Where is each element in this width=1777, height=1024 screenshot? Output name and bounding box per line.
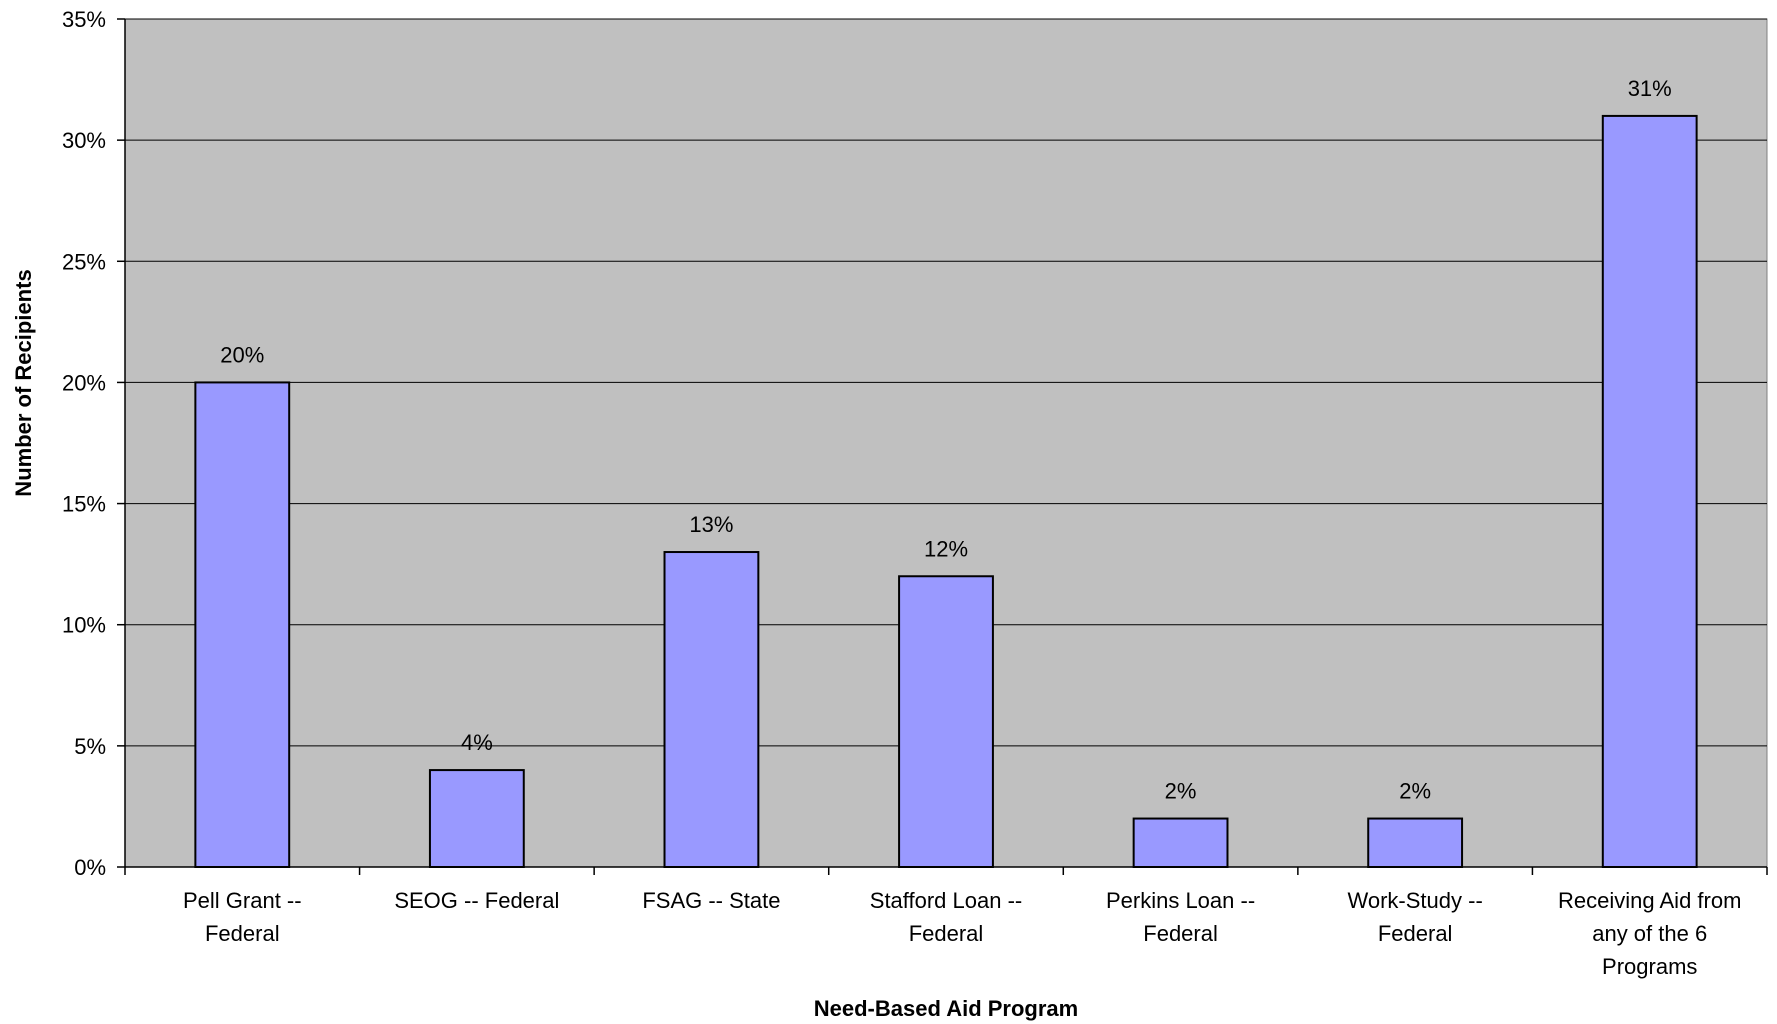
- y-tick-label: 30%: [62, 128, 106, 153]
- bar: [428, 769, 525, 868]
- x-tick-label: Stafford Loan --Federal: [870, 888, 1022, 946]
- x-axis-title: Need-Based Aid Program: [814, 996, 1078, 1021]
- data-label: 12%: [924, 536, 968, 561]
- y-tick-label: 0%: [74, 855, 106, 880]
- x-tick-label: FSAG -- State: [642, 888, 780, 913]
- x-tick-label: Pell Grant --Federal: [183, 888, 302, 946]
- x-tick-label: Work-Study --Federal: [1348, 888, 1483, 946]
- y-tick-label: 35%: [62, 7, 106, 32]
- bar: [898, 575, 994, 868]
- bar: [1367, 817, 1464, 868]
- data-label: 31%: [1628, 76, 1672, 101]
- bar: [1601, 114, 1698, 868]
- bar: [194, 381, 291, 868]
- bar: [663, 551, 760, 868]
- data-label: 2%: [1399, 779, 1431, 804]
- data-label: 13%: [689, 512, 733, 537]
- x-tick-label: Perkins Loan --Federal: [1106, 888, 1255, 946]
- bar: [1132, 817, 1229, 868]
- y-axis: 0% 5% 10% 15% 20% 25% 30% 35%: [62, 7, 126, 880]
- y-tick-label: 25%: [62, 249, 106, 274]
- y-tick-label: 15%: [62, 492, 106, 517]
- data-labels: 20% 4% 13% 12% 2% 2% 31%: [220, 76, 1671, 804]
- y-tick-label: 10%: [62, 613, 106, 638]
- bars: [194, 114, 1698, 868]
- x-axis: Pell Grant --Federal SEOG -- Federal FSAG …: [124, 866, 1768, 979]
- x-tick-label: SEOG -- Federal: [394, 888, 559, 913]
- x-tick-label: Receiving Aid from any of the 6 Programs: [1558, 888, 1741, 979]
- y-tick-label: 5%: [74, 734, 106, 759]
- y-tick-label: 20%: [62, 370, 106, 395]
- y-axis-title: Number of Recipients: [11, 269, 36, 496]
- data-label: 2%: [1165, 779, 1197, 804]
- data-label: 20%: [220, 342, 264, 367]
- gridlines: [125, 18, 1767, 747]
- data-label: 4%: [461, 730, 493, 755]
